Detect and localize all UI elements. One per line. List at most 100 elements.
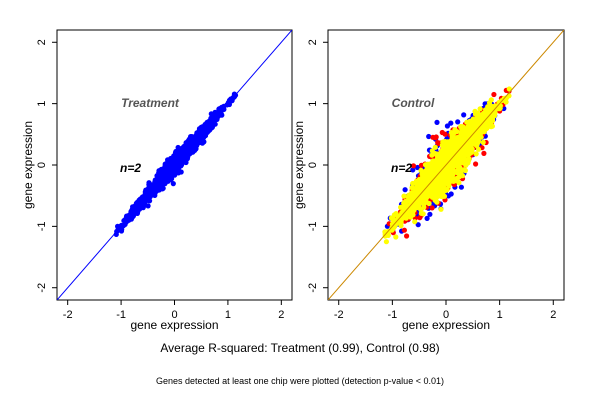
- data-point: [442, 168, 448, 174]
- data-point: [422, 199, 429, 205]
- data-point: [453, 158, 459, 164]
- data-point: [402, 187, 408, 193]
- data-point: [458, 147, 464, 154]
- data-point: [210, 120, 216, 126]
- x-tick-label: -2: [63, 309, 73, 321]
- data-point: [164, 176, 170, 182]
- data-point: [419, 188, 425, 194]
- data-point: [472, 108, 478, 114]
- caption-r-squared: Average R-squared: Treatment (0.99), Con…: [160, 341, 440, 355]
- data-point: [420, 211, 426, 217]
- data-point: [461, 167, 467, 173]
- data-point: [457, 159, 463, 165]
- data-point: [173, 153, 180, 159]
- data-point: [463, 129, 470, 136]
- data-point: [403, 215, 409, 221]
- data-point: [464, 148, 470, 154]
- data-point: [434, 161, 440, 167]
- caption-detection-note: Genes detected at least one chip were pl…: [156, 376, 444, 386]
- data-point: [452, 169, 458, 175]
- data-point: [410, 163, 417, 169]
- data-point: [463, 138, 469, 144]
- panel-title: Control: [392, 96, 435, 110]
- reference-line: [57, 30, 292, 300]
- data-point: [388, 215, 394, 221]
- data-point: [420, 195, 427, 201]
- data-point: [466, 156, 472, 162]
- data-point: [212, 109, 218, 115]
- data-point: [407, 205, 413, 211]
- data-point: [118, 228, 125, 234]
- data-point: [438, 206, 444, 212]
- x-tick-label: 1: [497, 309, 503, 321]
- data-point: [435, 193, 441, 199]
- data-point: [436, 183, 442, 189]
- data-point: [459, 173, 466, 179]
- data-point: [173, 170, 179, 176]
- data-point: [487, 107, 493, 113]
- data-point: [134, 210, 140, 216]
- data-point: [439, 129, 445, 136]
- data-point: [183, 145, 189, 151]
- x-tick-label: 0: [443, 309, 449, 321]
- x-tick-label: 2: [278, 309, 284, 321]
- data-point: [154, 178, 160, 184]
- y-tick-label: -2: [36, 283, 48, 293]
- data-point: [415, 204, 422, 210]
- data-point: [494, 104, 500, 110]
- data-point: [430, 188, 436, 194]
- data-point: [143, 187, 149, 193]
- data-point: [398, 223, 404, 229]
- data-point: [458, 133, 464, 139]
- data-point: [432, 144, 438, 150]
- data-point: [460, 124, 466, 130]
- data-point: [473, 151, 479, 157]
- data-point: [461, 112, 467, 118]
- data-point: [152, 190, 158, 196]
- data-point: [426, 190, 432, 197]
- y-tick-label: -1: [36, 221, 48, 231]
- x-tick-label: -1: [387, 309, 397, 321]
- data-point: [444, 123, 450, 129]
- data-point: [401, 201, 407, 207]
- data-point: [489, 123, 495, 129]
- data-point: [445, 193, 451, 199]
- data-point: [427, 164, 433, 170]
- data-point: [452, 137, 458, 143]
- data-point: [477, 106, 483, 112]
- data-point: [454, 129, 460, 135]
- reference-line: [328, 30, 564, 300]
- data-point: [470, 122, 476, 128]
- x-tick-label: -2: [334, 309, 344, 321]
- data-point: [440, 158, 446, 164]
- data-point: [404, 233, 410, 239]
- x-tick-label: 2: [550, 309, 556, 321]
- sample-count-label: n=2: [391, 161, 412, 175]
- data-point: [425, 174, 431, 180]
- data-point: [442, 142, 448, 148]
- data-point: [145, 203, 151, 209]
- data-point: [382, 233, 388, 239]
- x-axis-title: gene expression: [130, 318, 218, 332]
- data-point: [412, 219, 418, 225]
- sample-count-label: n=2: [120, 161, 141, 175]
- data-point: [417, 215, 423, 221]
- data-point: [429, 148, 435, 154]
- data-point: [161, 180, 167, 186]
- data-point: [196, 126, 203, 132]
- y-axis-title: gene expression: [21, 121, 35, 209]
- x-tick-label: -1: [116, 309, 126, 321]
- y-tick-label: 0: [36, 162, 48, 168]
- data-point: [414, 164, 421, 171]
- data-point: [474, 131, 480, 137]
- data-point: [488, 97, 494, 103]
- data-point: [434, 119, 440, 125]
- data-point: [415, 222, 421, 228]
- data-point: [434, 199, 440, 205]
- data-point: [418, 167, 424, 173]
- x-tick-label: 1: [225, 309, 231, 321]
- panel-title: Treatment: [121, 96, 180, 110]
- data-point: [434, 167, 440, 173]
- data-point: [481, 150, 487, 156]
- y-tick-label: 1: [36, 101, 48, 107]
